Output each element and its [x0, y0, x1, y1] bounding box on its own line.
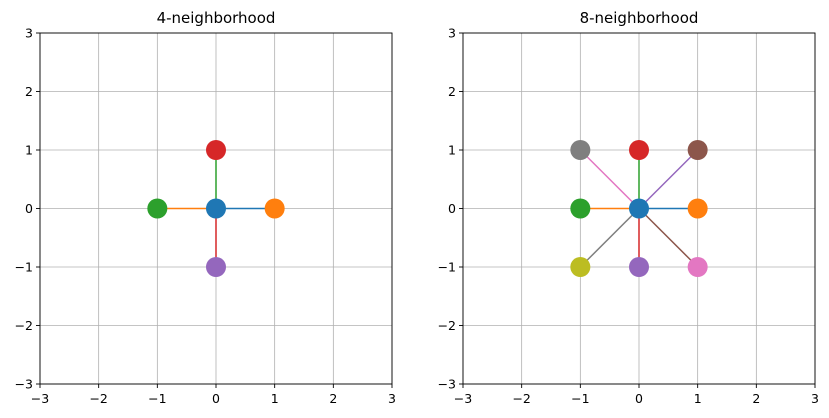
y-tick-label: 2 [448, 84, 456, 99]
neighbor-point [570, 140, 591, 160]
center-point [206, 198, 226, 219]
x-tick-label: 3 [811, 391, 819, 406]
x-tick-label: 2 [752, 391, 760, 406]
y-tick-label: −2 [15, 318, 33, 333]
x-tick-label: 2 [329, 391, 337, 406]
neighbor-point [687, 198, 708, 219]
x-tick-label: 3 [388, 391, 396, 406]
y-tick-label: −3 [15, 377, 33, 392]
x-tick-label: −1 [148, 391, 166, 406]
chart-panel-1: −3 −2 −1 0 1 2 3 −3 −2 −1 0 1 2 3 4-neighborhood [15, 9, 396, 406]
chart-title: 8-neighborhood [580, 9, 699, 27]
neighbor-point [206, 257, 226, 277]
x-tick-label: −2 [89, 391, 107, 406]
chart-panel-2: −3 −2 −1 0 1 2 3 −3 −2 −1 0 1 2 3 8-neighborhood [438, 9, 819, 406]
x-tick-label: −1 [571, 391, 589, 406]
y-tick-label: −1 [438, 260, 456, 275]
x-tick-label: 0 [212, 391, 220, 406]
edge-line [638, 207, 699, 268]
y-tick-label: 0 [25, 201, 33, 216]
x-tick-label: −2 [512, 391, 530, 406]
edge-line [638, 149, 699, 210]
y-tick-label: 2 [25, 84, 33, 99]
y-tick-label: 3 [25, 26, 33, 41]
x-tick-label: −3 [454, 391, 472, 406]
chart-title: 4-neighborhood [157, 9, 276, 27]
neighbor-point [206, 140, 226, 160]
y-tick-label: −3 [438, 377, 456, 392]
neighbor-point [570, 198, 591, 219]
neighbor-point [629, 140, 649, 160]
x-tick-label: 1 [271, 391, 279, 406]
y-tick-label: 1 [448, 143, 456, 158]
center-point [629, 198, 649, 219]
neighbor-point [147, 198, 168, 219]
neighbor-point [687, 257, 708, 277]
y-tick-label: 0 [448, 201, 456, 216]
neighbor-point [629, 257, 649, 277]
edge-line [579, 207, 640, 268]
y-tick-label: 3 [448, 26, 456, 41]
y-tick-label: −2 [438, 318, 456, 333]
y-tick-label: −1 [15, 260, 33, 275]
edge-line [579, 149, 640, 210]
x-tick-label: −3 [31, 391, 49, 406]
neighbor-point [264, 198, 285, 219]
x-tick-label: 1 [694, 391, 702, 406]
x-tick-label: 0 [635, 391, 643, 406]
y-tick-label: 1 [25, 143, 33, 158]
neighbor-point [570, 257, 591, 277]
neighbor-point [687, 140, 708, 160]
